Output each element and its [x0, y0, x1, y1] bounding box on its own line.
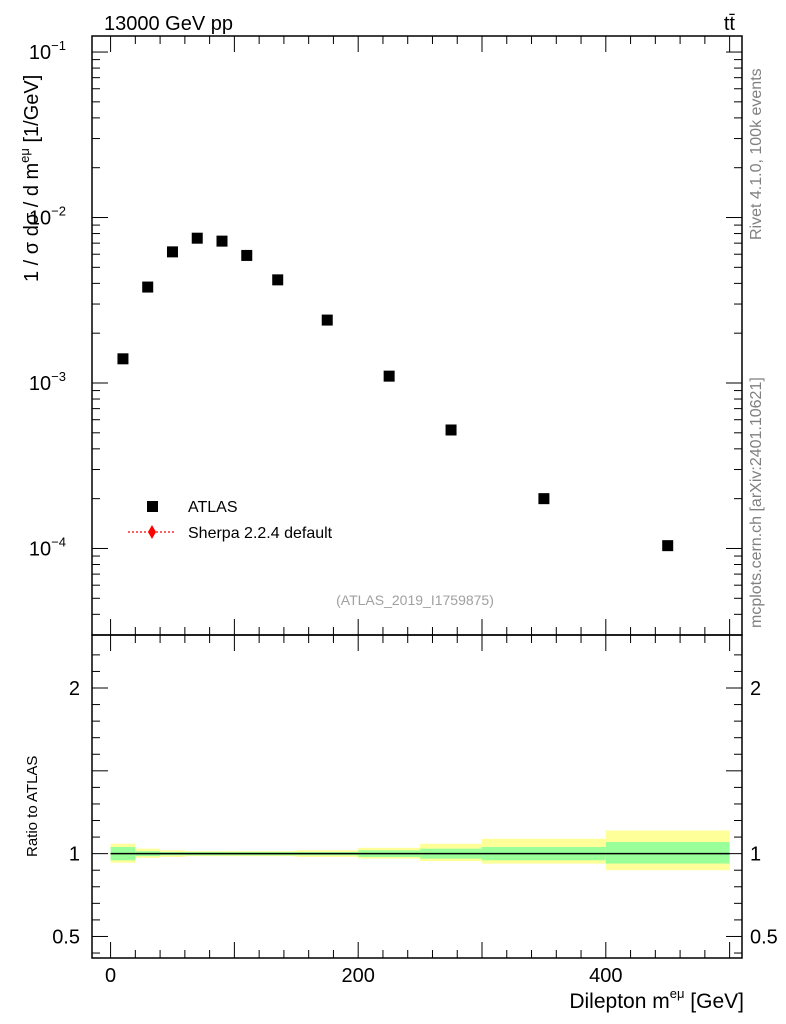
y-tick-label: 10−4: [29, 534, 66, 560]
y-tick-label: 10−3: [29, 369, 66, 395]
data-point: [216, 235, 228, 247]
ratio-band-inner: [605, 842, 730, 864]
main-panel-frame: [91, 35, 743, 636]
energy-label: 13000 GeV pp: [104, 13, 233, 35]
rivet-label: Rivet 4.1.0, 100k events: [748, 68, 765, 240]
data-point: [445, 424, 457, 436]
data-point: [538, 493, 550, 505]
legend-data-marker: [147, 501, 158, 512]
data-point: [166, 246, 178, 258]
ratio-tick-label-left: 0.5: [52, 926, 80, 948]
data-point: [142, 281, 154, 293]
data-point: [383, 370, 395, 382]
y-axis-title: 1 / σ dσ / d meμ [1/GeV]: [17, 75, 43, 282]
ratio-bands: [110, 830, 730, 871]
ratio-tick-label-right: 0.5: [750, 926, 778, 948]
ratio-tick-label-left: 1: [69, 844, 80, 866]
data-point: [662, 540, 674, 552]
y-tick-label: 10−1: [29, 38, 66, 64]
ratio-y-axis-title: Ratio to ATLAS: [24, 756, 41, 857]
x-axis-title: Dilepton meμ [GeV]: [569, 986, 744, 1013]
x-tick-label: 400: [589, 965, 622, 987]
svg-text:1 / σ dσ / d meμ [1/GeV]: 1 / σ dσ / d meμ [1/GeV]: [17, 75, 43, 282]
mcplots-label: mcplots.cern.ch [arXiv:2401.10621]: [748, 377, 765, 628]
legend-data-label: ATLAS: [188, 499, 238, 516]
x-tick-label: 0: [105, 965, 116, 987]
data-point: [321, 314, 333, 326]
analysis-id: (ATLAS_2019_I1759875): [336, 592, 494, 608]
data-point: [241, 249, 253, 261]
data-points: [117, 232, 674, 552]
ratio-tick-label-right: 1: [750, 844, 761, 866]
svg-text:Dilepton meμ [GeV]: Dilepton meμ [GeV]: [569, 986, 744, 1013]
ratio-tick-label-right: 2: [750, 678, 761, 700]
x-tick-label: 200: [342, 965, 375, 987]
process-label: tt̄: [724, 13, 736, 35]
ratio-tick-label-left: 2: [69, 678, 80, 700]
data-point: [272, 274, 284, 286]
y-tick-label: 10−2: [29, 204, 66, 230]
data-point: [117, 353, 129, 365]
axis-ticks: 10−4 10−3 10−2 10−1 0 200 400 0.5 0.5 1 1 2 2: [29, 36, 778, 987]
ratio-panel-frame: [91, 634, 743, 959]
legend-mc-label: Sherpa 2.2.4 default: [188, 525, 333, 542]
legend-mc-marker: [148, 525, 156, 539]
data-point: [191, 232, 203, 244]
